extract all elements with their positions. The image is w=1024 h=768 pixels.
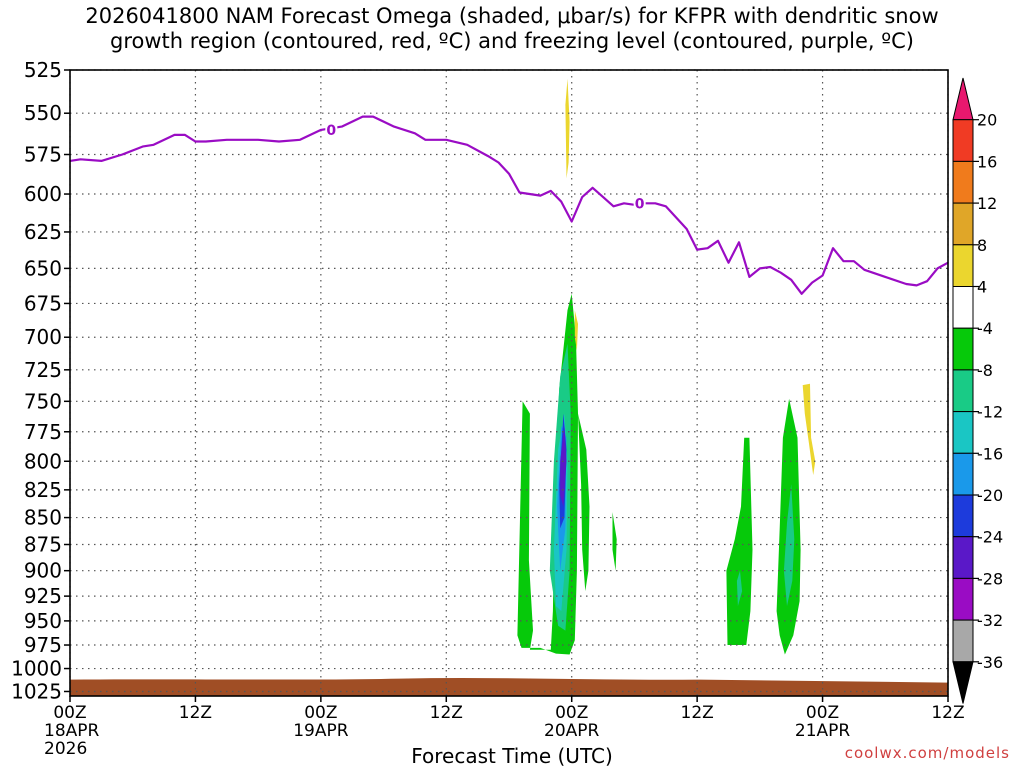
colorbar-label-13: -36 [977, 653, 1003, 672]
x-axis-label: Forecast Time (UTC) [411, 744, 613, 768]
colorbar-label-4: 4 [977, 278, 987, 297]
colorbar-swatch-8 [952, 411, 974, 454]
colorbar-label-8: -16 [977, 444, 1003, 463]
colorbar-bottom-arrow [952, 661, 974, 704]
y-tick-label-825: 825 [24, 478, 62, 502]
title-line-1: 2026041800 NAM Forecast Omega (shaded, μ… [85, 4, 939, 28]
freezing-level-label-0: 0 [326, 123, 336, 139]
y-tick-label-725: 725 [24, 358, 62, 382]
credit-text: coolwx.com/models [844, 744, 1010, 762]
colorbar-label-1: 16 [977, 152, 997, 171]
colorbar-label-6: -8 [977, 361, 993, 380]
colorbar-label-10: -24 [977, 528, 1003, 547]
y-tick-label-575: 575 [24, 143, 62, 167]
y-tick-label-750: 750 [24, 389, 62, 413]
omega-shade-14 [802, 383, 816, 476]
y-tick-label-525: 525 [24, 58, 62, 82]
colorbar-label-3: 8 [977, 236, 987, 255]
freezing-label-bg-0 [325, 121, 338, 137]
omega-shade-12 [565, 78, 570, 179]
colorbar-swatch-9 [952, 452, 974, 496]
y-tick-label-850: 850 [24, 506, 62, 530]
colorbar-swatch-11 [952, 536, 974, 579]
freezing-level-label-1: 0 [635, 196, 645, 212]
x-year-label-0: 2026 [44, 739, 87, 759]
x-tick-label-72: 00Z [806, 703, 839, 723]
colorbar: 20 16 12 8 4 -4 -8 -12 -16 -20 -24 -28 -32 -36 [952, 77, 1003, 704]
colorbar-swatch-10 [952, 494, 974, 538]
y-tick-label-925: 925 [24, 584, 62, 608]
y-tick-label-700: 700 [24, 325, 62, 349]
omega-shade-7 [783, 484, 795, 607]
x-tick-label-36: 12Z [430, 703, 463, 723]
x-tick-label-0: 00Z [53, 703, 86, 723]
omega-shade-1 [578, 413, 590, 592]
omega-shade-6 [736, 570, 743, 607]
y-tick-label-875: 875 [24, 533, 62, 557]
colorbar-label-7: -12 [977, 403, 1003, 422]
title-line-2: growth region (contoured, red, ºC) and f… [110, 29, 914, 53]
omega-shade-13 [574, 310, 578, 351]
x-date-label-48: 20APR [544, 721, 600, 741]
colorbar-swatch-13 [952, 619, 974, 663]
y-tick-label-600: 600 [24, 182, 62, 206]
y-tick-label-800: 800 [24, 449, 62, 473]
y-tick-label-650: 650 [24, 256, 62, 280]
y-tick-label-975: 975 [24, 633, 62, 657]
colorbar-label-5: -4 [977, 319, 993, 338]
colorbar-label-0: 20 [977, 111, 997, 130]
x-date-label-24: 19APR [293, 721, 349, 741]
colorbar-swatch-4 [952, 244, 974, 288]
colorbar-swatch-3 [952, 202, 974, 246]
x-date-label-72: 21APR [795, 721, 851, 741]
y-tick-label-775: 775 [24, 420, 62, 444]
y-tick-label-625: 625 [24, 220, 62, 244]
plot-area: 525 550 575 600 625 650 675 700 725 750 775 800 825 8… [11, 58, 965, 759]
freezing-label-bg-1 [633, 195, 646, 211]
y-tick-label-1025: 1025 [11, 679, 62, 703]
colorbar-swatch-2 [952, 160, 974, 204]
colorbar-swatch-12 [952, 577, 974, 621]
colorbar-label-12: -32 [977, 611, 1003, 630]
omega-shade-3 [726, 437, 753, 645]
x-tick-label-60: 12Z [681, 703, 714, 723]
colorbar-swatch-5 [952, 286, 974, 329]
y-tick-label-1000: 1000 [11, 657, 62, 681]
colorbar-label-11: -28 [977, 569, 1003, 588]
x-tick-label-24: 00Z [304, 703, 337, 723]
x-date-label-0: 18APR [44, 721, 100, 741]
colorbar-swatch-6 [952, 327, 974, 371]
x-tick-label-84: 12Z [931, 703, 964, 723]
freezing-level-line [69, 115, 949, 295]
chart-title: 2026041800 NAM Forecast Omega (shaded, μ… [0, 4, 1024, 54]
ground-strip [70, 678, 948, 696]
colorbar-label-2: 12 [977, 194, 997, 213]
x-tick-label-12: 12Z [179, 703, 212, 723]
y-tick-label-675: 675 [24, 291, 62, 315]
x-tick-label-48: 00Z [555, 703, 588, 723]
y-tick-label-950: 950 [24, 609, 62, 633]
omega-shade-11 [560, 425, 567, 507]
colorbar-swatch-1 [952, 119, 974, 162]
colorbar-top-arrow [952, 77, 974, 121]
y-tick-label-900: 900 [24, 559, 62, 583]
colorbar-swatch-7 [952, 369, 974, 413]
omega-shade-2 [612, 512, 617, 571]
y-tick-label-550: 550 [24, 101, 62, 125]
plot-frame [69, 69, 949, 697]
plot-background [70, 70, 948, 696]
colorbar-label-9: -20 [977, 486, 1003, 505]
